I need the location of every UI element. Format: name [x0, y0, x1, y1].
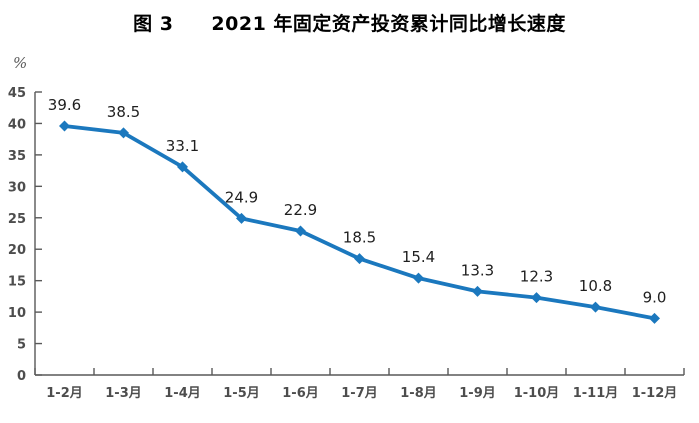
y-axis-tick-label: 5 — [17, 338, 26, 353]
data-point-marker — [472, 285, 483, 297]
series-line — [62, 124, 657, 321]
data-point-marker — [59, 120, 70, 132]
data-point-label: 18.5 — [343, 229, 376, 247]
y-axis-tick-label: 10 — [8, 306, 26, 321]
y-axis-tick-label: 45 — [8, 86, 26, 101]
x-axis-tick-label: 1-3月 — [105, 386, 142, 401]
data-point-marker — [177, 161, 188, 173]
y-axis-tick-label: 20 — [8, 243, 26, 258]
data-point-marker — [590, 301, 601, 313]
x-axis-tick-label: 1-10月 — [514, 386, 560, 401]
y-axis-unit-label: % — [13, 54, 28, 72]
y-axis-tick-label: 15 — [8, 275, 26, 290]
data-point-marker — [531, 292, 542, 304]
x-axis-tick-label: 1-2月 — [46, 386, 83, 401]
data-point-label: 15.4 — [402, 248, 435, 266]
y-axis-tick-label: 35 — [8, 149, 26, 164]
x-axis-tick-label: 1-5月 — [223, 386, 260, 401]
data-point-label: 13.3 — [461, 261, 494, 279]
data-point-label: 24.9 — [225, 188, 258, 206]
figure-number: 图 3 — [133, 13, 174, 35]
figure-title-text: 2021 年固定资产投资累计同比增长速度 — [211, 13, 566, 35]
data-point-marker — [354, 253, 365, 265]
y-axis-tick-label: 30 — [8, 180, 26, 195]
x-axis-tick-label: 1-7月 — [341, 386, 378, 401]
x-axis-tick-label: 1-4月 — [164, 386, 201, 401]
x-axis-tick-label: 1-6月 — [282, 386, 319, 401]
data-point-label: 12.3 — [520, 268, 553, 286]
y-axis-tick-label: 40 — [8, 117, 26, 132]
data-point-label: 39.6 — [48, 96, 81, 114]
x-axis-tick-label: 1-9月 — [459, 386, 496, 401]
data-point-marker — [118, 127, 129, 139]
y-axis-tick-label: 0 — [17, 369, 26, 384]
data-point-label: 9.0 — [643, 288, 667, 306]
data-point-marker — [649, 312, 660, 324]
x-axis-tick-label: 1-8月 — [400, 386, 437, 401]
data-point-marker — [413, 272, 424, 284]
data-point-marker — [236, 212, 247, 224]
data-point-label: 22.9 — [284, 201, 317, 219]
data-point-label: 10.8 — [579, 277, 612, 295]
y-axis-tick-label: 25 — [8, 212, 26, 227]
data-point-label: 33.1 — [166, 137, 199, 155]
data-point-marker — [295, 225, 306, 237]
data-point-label: 38.5 — [107, 103, 140, 121]
figure-title: 图 3 2021 年固定资产投资累计同比增长速度 — [0, 9, 699, 36]
x-axis-tick-label: 1-11月 — [573, 386, 619, 401]
x-axis-tick-label: 1-12月 — [632, 386, 678, 401]
